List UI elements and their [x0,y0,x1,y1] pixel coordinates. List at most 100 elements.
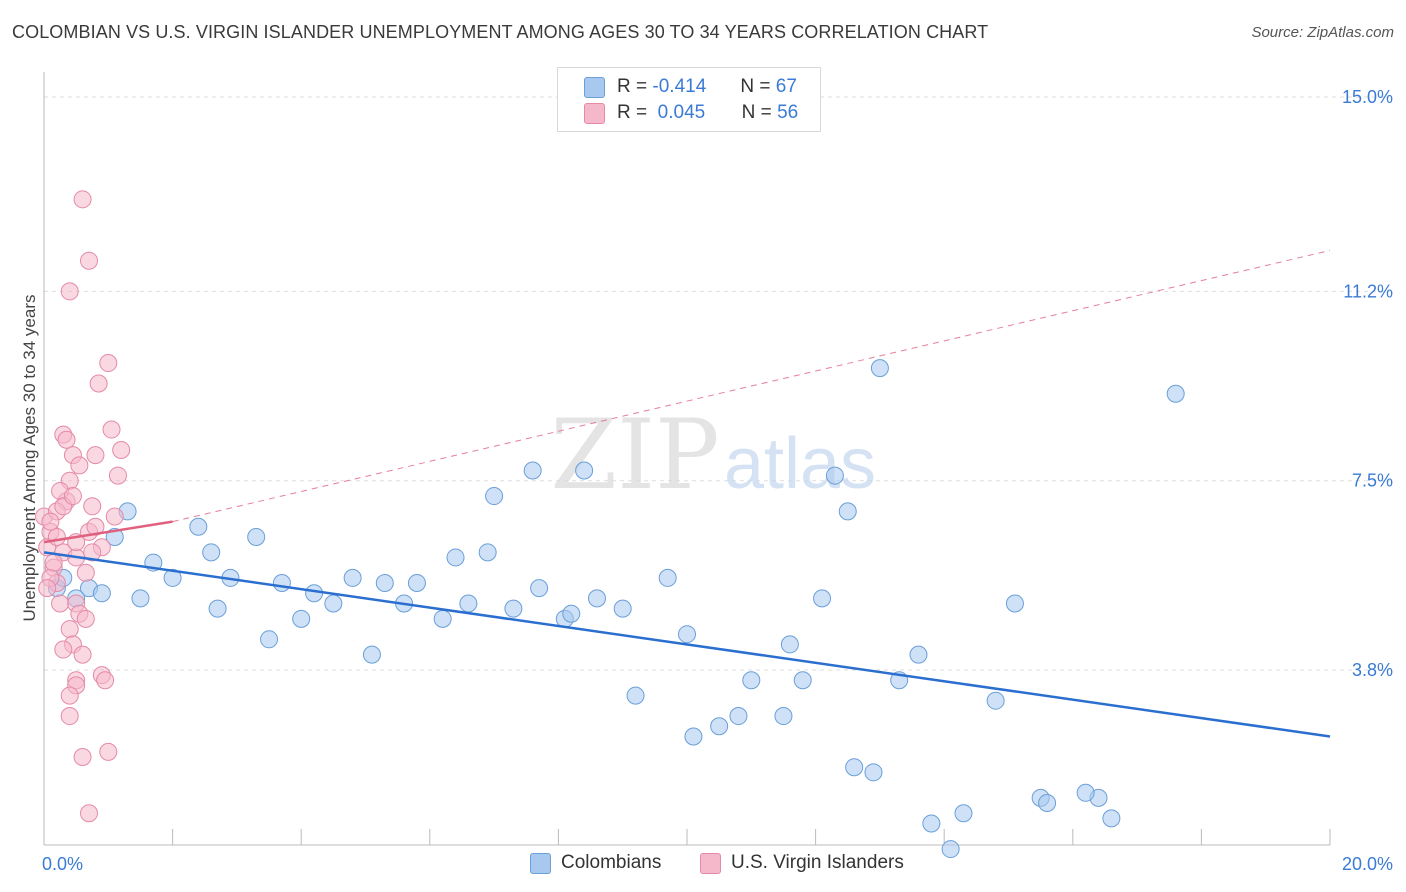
bottom-legend-swatch-blue [530,852,551,874]
watermark-atlas: atlas [724,424,876,504]
virgin-islander-point [60,282,79,301]
colombian-point [324,594,343,613]
colombian-point [742,671,761,690]
legend-row-virgin-islanders: R = 0.045 N = 56 [584,100,798,126]
y-tick-label: 3.8% [1352,660,1393,680]
virgin-islander-point [86,517,105,536]
colombian-point [774,707,793,726]
colombian-point [92,584,111,603]
colombian-point [478,543,497,562]
bottom-legend: Colombians U.S. Virgin Islanders [0,852,1406,878]
colombian-point [626,686,645,705]
colombian-point [247,527,266,546]
virgin-islander-trend-extension [172,249,1331,523]
virgin-islander-point [108,466,127,485]
virgin-islander-point [83,497,102,516]
colombian-point [1102,809,1121,828]
virgin-islander-point [60,686,79,705]
colombian-point [986,691,1005,710]
colombian-point [813,589,832,608]
colombian-point [780,635,799,654]
colombian-point [864,763,883,782]
bottom-legend-colombians: Colombians [530,852,661,874]
virgin-islander-point [73,645,92,664]
virgin-islander-point [96,671,115,690]
colombian-point [845,758,864,777]
legend-r-value: -0.414 [652,76,707,97]
bottom-legend-virgin-islanders: U.S. Virgin Islanders [700,852,904,874]
virgin-islander-point [89,374,108,393]
virgin-islander-point [57,430,76,449]
colombian-point [131,589,150,608]
colombian-point [954,804,973,823]
colombian-point [504,599,523,618]
colombian-point [793,671,812,690]
x-tick-label: 0.0% [42,854,83,874]
colombian-point [587,589,606,608]
colombian-point [305,584,324,603]
legend-row-colombians: R = -0.414 N = 67 [584,74,797,100]
virgin-islander-point [70,456,89,475]
legend-swatch-pink [584,102,605,124]
virgin-islander-point [76,563,95,582]
colombian-point [729,707,748,726]
colombian-point [710,717,729,736]
y-tick-label: 7.5% [1352,471,1393,491]
virgin-islander-point [86,446,105,465]
colombian-point [407,574,426,593]
virgin-islander-point [54,640,73,659]
source-label: Source: ZipAtlas.com [1251,24,1394,41]
colombian-point [272,574,291,593]
virgin-islander-point [60,707,79,726]
y-tick-label: 15.0% [1342,87,1393,107]
colombian-point [684,727,703,746]
legend-r-label: R = [617,76,648,97]
colombian-point [459,594,478,613]
virgin-islander-point [80,251,99,270]
virgin-islander-point [99,354,118,373]
virgin-islander-point [41,512,60,531]
colombian-point [1166,384,1185,403]
bottom-legend-label: Colombians [561,852,662,873]
colombian-point [575,461,594,480]
legend-swatch-blue [584,76,605,98]
colombian-point [1076,783,1095,802]
colombian-point [909,645,928,664]
colombian-point [870,359,889,378]
virgin-islander-point [76,609,95,628]
colombian-point [163,568,182,587]
colombian-point [208,599,227,618]
colombian-point [613,599,632,618]
bottom-legend-swatch-pink [700,852,721,874]
legend-n-value: 67 [775,76,797,97]
colombian-point [562,604,581,623]
legend-n-label: N = [740,76,771,97]
colombian-point [1005,594,1024,613]
colombian-point [343,568,362,587]
colombian-trend-line [43,551,1331,738]
virgin-islander-point [73,190,92,209]
virgin-islander-trend-line [43,520,173,544]
virgin-islander-point [99,742,118,761]
colombian-point [375,574,394,593]
x-tick-label: 20.0% [1342,854,1393,874]
colombian-point [1038,794,1057,813]
colombian-point [292,609,311,628]
colombian-point [523,461,542,480]
virgin-islander-point [38,579,57,598]
virgin-islander-point [63,487,82,506]
colombian-point [678,625,696,644]
virgin-islander-point [102,420,121,439]
colombian-point [825,466,844,485]
legend-n-label: N = [741,102,772,123]
legend-n-value: 56 [777,102,799,123]
virgin-islander-point [73,747,92,766]
y-tick-label: 11.2% [1343,281,1393,301]
virgin-islander-point [105,507,124,526]
bottom-legend-label: U.S. Virgin Islanders [731,852,904,873]
legend-box: R = -0.414 N = 67 R = 0.045 N = 56 [557,67,821,132]
colombian-point [202,543,221,562]
colombian-point [362,645,381,664]
virgin-islander-point [51,594,70,613]
